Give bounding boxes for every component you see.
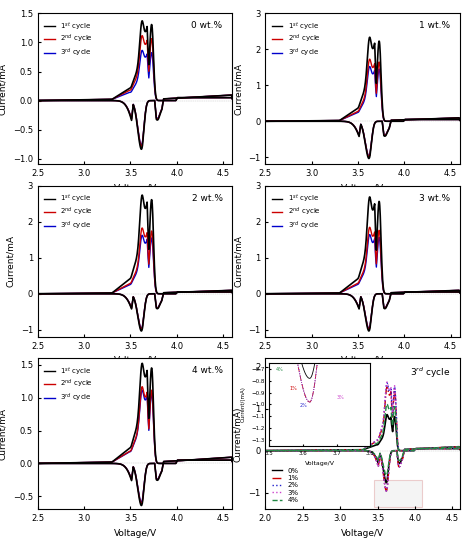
Y-axis label: Current/mA: Current/mA	[0, 63, 8, 115]
X-axis label: Voltage/V: Voltage/V	[114, 184, 156, 193]
Text: 2 wt.%: 2 wt.%	[191, 194, 222, 203]
Text: 1 wt.%: 1 wt.%	[419, 21, 450, 30]
X-axis label: Voltage/V: Voltage/V	[341, 184, 384, 193]
Bar	[374, 480, 422, 507]
Y-axis label: Current/mA: Current/mA	[234, 236, 243, 287]
X-axis label: Voltage/V: Voltage/V	[341, 529, 384, 538]
Legend: 1$^{st}$ cycle, 2$^{nd}$ cycle, 3$^{rd}$ cycle: 1$^{st}$ cycle, 2$^{nd}$ cycle, 3$^{rd}$…	[41, 362, 96, 407]
Text: 3$^{rd}$ cycle: 3$^{rd}$ cycle	[410, 366, 450, 381]
Y-axis label: Current/mA: Current/mA	[0, 408, 8, 460]
X-axis label: Voltage/V: Voltage/V	[114, 529, 156, 538]
Text: 3 wt.%: 3 wt.%	[419, 194, 450, 203]
Text: 4 wt.%: 4 wt.%	[191, 366, 222, 375]
Y-axis label: Current/mA: Current/mA	[234, 63, 243, 115]
Legend: 1$^{st}$ cycle, 2$^{nd}$ cycle, 3$^{rd}$ cycle: 1$^{st}$ cycle, 2$^{nd}$ cycle, 3$^{rd}$…	[269, 189, 323, 234]
Legend: 1$^{st}$ cycle, 2$^{nd}$ cycle, 3$^{rd}$ cycle: 1$^{st}$ cycle, 2$^{nd}$ cycle, 3$^{rd}$…	[41, 189, 96, 234]
Legend: 1$^{st}$ cycle, 2$^{nd}$ cycle, 3$^{rd}$ cycle: 1$^{st}$ cycle, 2$^{nd}$ cycle, 3$^{rd}$…	[269, 17, 323, 62]
X-axis label: Voltage/V: Voltage/V	[341, 356, 384, 365]
Text: 0 wt.%: 0 wt.%	[191, 21, 222, 30]
Legend: 0%, 1%, 2%, 3%, 4%: 0%, 1%, 2%, 3%, 4%	[269, 465, 301, 506]
Legend: 1$^{st}$ cycle, 2$^{nd}$ cycle, 3$^{rd}$ cycle: 1$^{st}$ cycle, 2$^{nd}$ cycle, 3$^{rd}$…	[41, 17, 96, 62]
Y-axis label: Current/mA: Current/mA	[6, 236, 15, 287]
Y-axis label: Current/mA): Current/mA)	[234, 406, 243, 461]
X-axis label: Voltage/V: Voltage/V	[114, 356, 156, 365]
